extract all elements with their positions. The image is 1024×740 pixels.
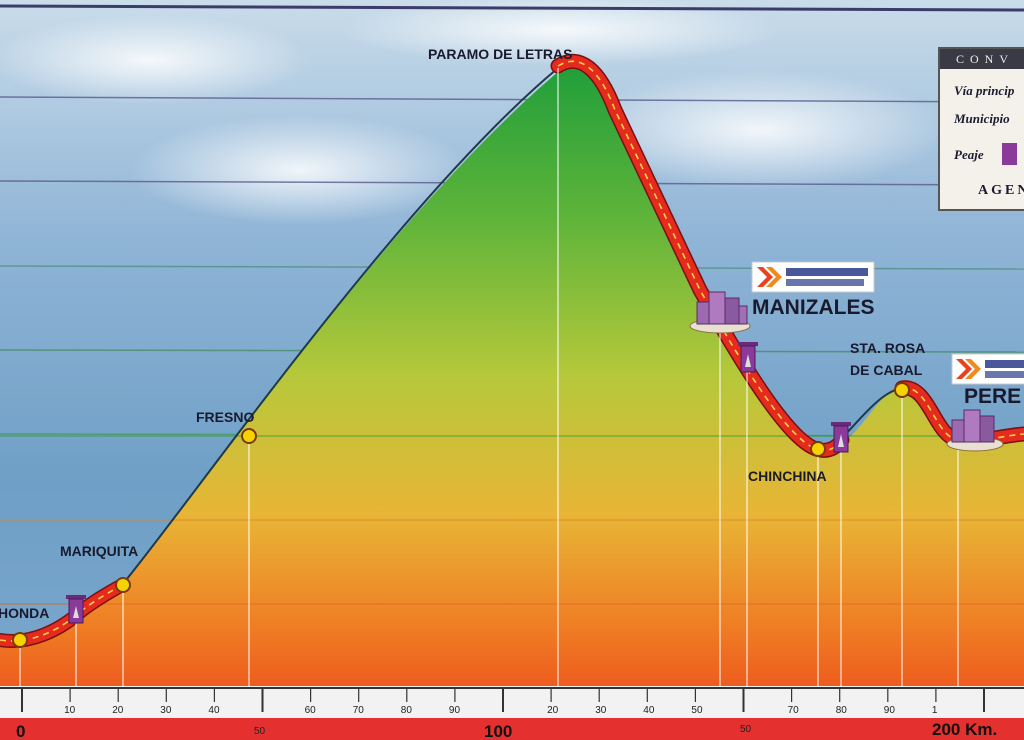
axis-tick-label: 60 — [305, 705, 317, 716]
label-honda: HONDA — [0, 605, 49, 621]
drop-lines — [19, 68, 959, 688]
logo-wordmark — [786, 279, 864, 286]
axis-tick-label: 70 — [788, 705, 800, 716]
logo-chevron — [965, 359, 981, 379]
axis-tick-label: 90 — [449, 705, 461, 716]
axis-ticks: 10 20 30 40 60 70 80 90 20 30 40 50 70 80 90 1 — [21, 688, 985, 716]
axis-faint-label: 50 — [740, 724, 752, 735]
axis-tick-label: 90 — [884, 705, 896, 716]
top-border — [0, 4, 1024, 12]
label-chinchina: CHINCHINA — [748, 468, 827, 484]
axis-tick-label: 40 — [643, 705, 655, 716]
building — [696, 301, 710, 325]
toll-icon — [1002, 143, 1017, 165]
gridline — [0, 96, 1024, 103]
cloud — [130, 115, 470, 225]
axis-major-label-100: 100 — [484, 722, 512, 740]
axis-major-label-0: 0 — [16, 722, 25, 740]
label-santa-rosa-line2: DE CABAL — [850, 362, 923, 378]
town-dot-mariquita — [115, 577, 131, 593]
city-building-icon — [689, 291, 751, 334]
logo-wordmark — [985, 360, 1024, 368]
town-dot-santa-rosa — [894, 382, 910, 398]
label-paramo-de-letras: PARAMO DE LETRAS — [428, 46, 572, 62]
logo-wordmark — [985, 371, 1024, 378]
bus-company-logo — [951, 353, 1024, 385]
label-mariquita: MARIQUITA — [60, 543, 138, 559]
axis-tick-label: 20 — [112, 705, 124, 716]
axis-tick-label: 20 — [547, 705, 559, 716]
label-pereira: PERE — [964, 385, 1021, 408]
toll-roof — [66, 595, 86, 599]
distance-axis: 10 20 30 40 60 70 80 90 20 30 40 50 70 80 90 1 0 100 20… — [0, 686, 1024, 740]
legend-municipality: Municipio — [954, 111, 1010, 126]
axis-unit-label: 200 Km. — [932, 720, 997, 739]
axis-band — [0, 686, 1024, 718]
toll-icon — [738, 342, 758, 373]
axis-tick-label: 80 — [836, 705, 848, 716]
axis-tick-label: 50 — [691, 705, 703, 716]
toll-mark — [73, 606, 79, 618]
logo-chevron — [956, 359, 972, 379]
toll-icon — [66, 595, 86, 624]
axis-tick-label: 1 — [932, 705, 938, 716]
legend-agency: AGEN — [978, 183, 1024, 198]
label-fresno: FRESNO — [196, 409, 254, 425]
axis-tick-label: 30 — [160, 705, 172, 716]
axis-tick-label: 40 — [208, 705, 220, 716]
toll-mark — [745, 354, 751, 367]
road-stripe — [557, 60, 843, 452]
logo-wordmark — [786, 268, 868, 276]
cloud — [340, 0, 780, 65]
logo-chevron — [766, 267, 782, 287]
town-dot-chinchina — [810, 441, 826, 457]
label-santa-rosa-line1: STA. ROSA — [850, 340, 925, 356]
axis-faint-label: 50 — [254, 726, 266, 737]
cloud — [0, 15, 310, 105]
toll-roof — [831, 422, 851, 426]
building — [979, 415, 995, 443]
toll-roof — [738, 342, 758, 346]
axis-tick-label: 70 — [353, 705, 365, 716]
mountain-gridlines — [0, 435, 1024, 605]
town-markers — [12, 382, 910, 648]
axis-tick-label: 30 — [595, 705, 607, 716]
logo-chevron — [757, 267, 773, 287]
toll-icon — [831, 422, 851, 453]
building — [708, 291, 726, 325]
town-dot-honda — [12, 632, 28, 648]
bus-company-logo — [751, 261, 875, 293]
slope-outline — [121, 67, 559, 586]
building — [738, 305, 748, 325]
city-building-icon — [946, 409, 1004, 452]
building — [951, 419, 965, 443]
toll-mark — [838, 434, 844, 447]
legend-title: CONV — [940, 49, 1024, 69]
axis-tick-label: 10 — [64, 705, 76, 716]
legend-toll: Peaje — [954, 147, 984, 162]
axis-tick-label: 80 — [401, 705, 413, 716]
legend-box: CONV Vía princip Municipio Peaje AGEN — [938, 47, 1024, 211]
town-dot-fresno — [241, 428, 257, 444]
axis-red-band — [0, 718, 1024, 740]
mountain-area — [0, 61, 1024, 690]
label-manizales: MANIZALES — [752, 296, 875, 319]
building — [963, 409, 981, 443]
building — [724, 297, 740, 325]
legend-main-road: Vía princip — [954, 83, 1015, 98]
logo-panel — [951, 353, 1024, 385]
